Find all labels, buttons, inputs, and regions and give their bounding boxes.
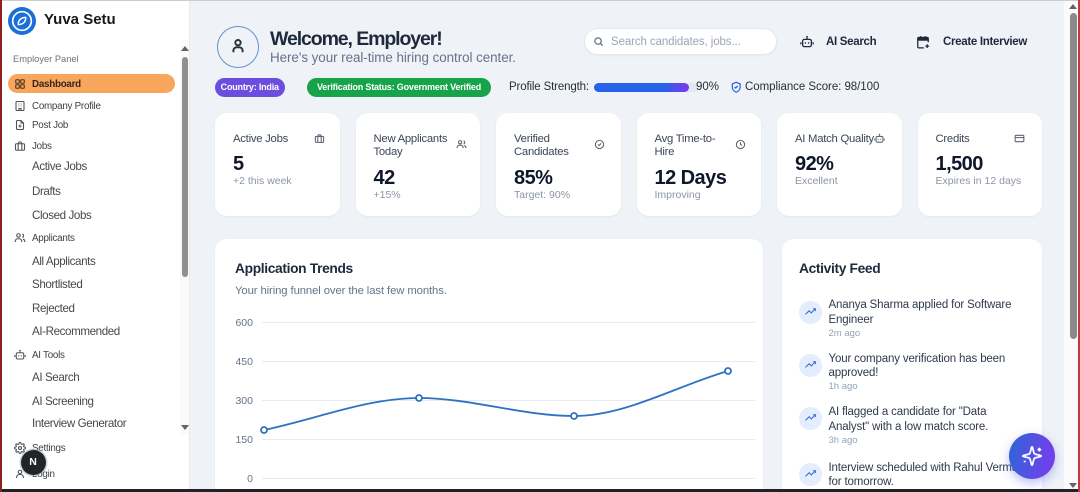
svg-text:0: 0 (247, 473, 253, 485)
svg-text:300: 300 (235, 395, 253, 407)
svg-text:150: 150 (235, 434, 253, 446)
svg-text:600: 600 (235, 317, 253, 329)
svg-text:450: 450 (235, 356, 253, 368)
